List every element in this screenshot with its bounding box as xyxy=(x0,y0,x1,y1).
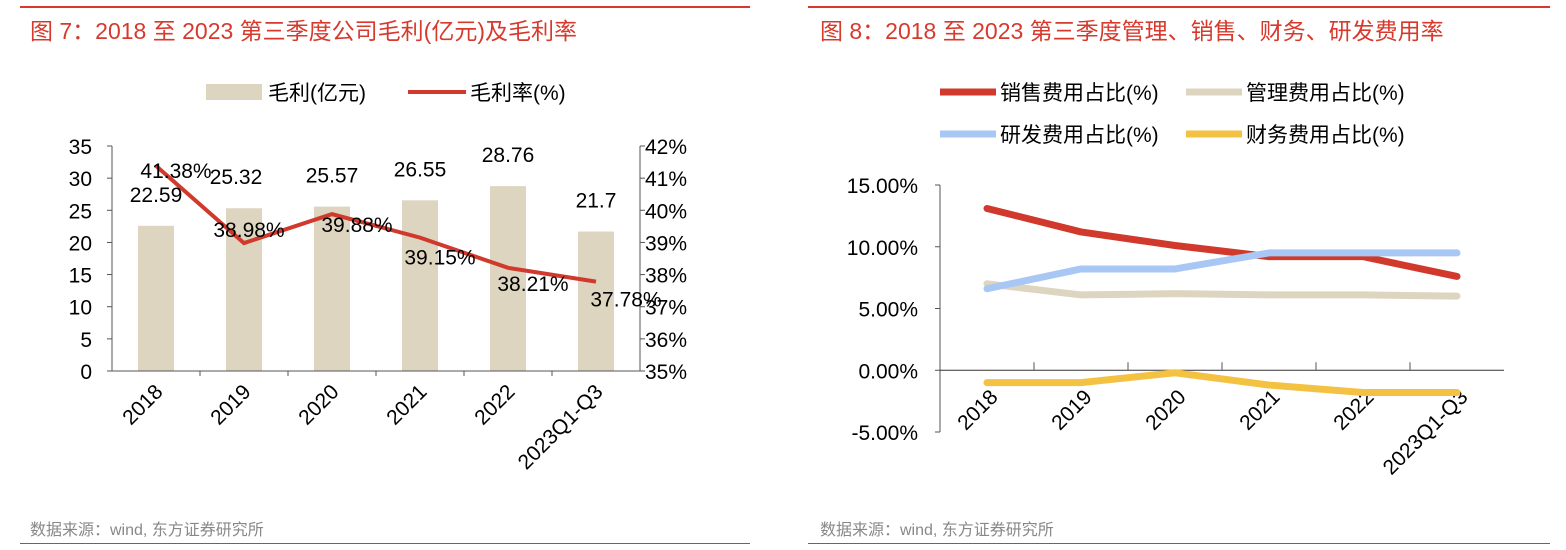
right-tick-label: 39% xyxy=(645,232,687,255)
top-rule-right xyxy=(808,6,1550,8)
series-line-0 xyxy=(983,204,1461,280)
legend-bar-swatch xyxy=(206,84,262,100)
left-tick-label: 20 xyxy=(69,232,92,255)
x-tick-label: 2018 xyxy=(953,386,1002,435)
left-tick-label: 15 xyxy=(69,265,92,288)
series-line-2 xyxy=(983,249,1461,293)
bar-2023Q1-Q3 xyxy=(578,231,614,371)
bar-data-label: 22.59 xyxy=(130,184,183,207)
series-line-1 xyxy=(983,280,1461,300)
x-tick-label: 2023Q1-Q3 xyxy=(514,380,608,474)
bar-2021 xyxy=(402,200,438,371)
bar-data-label: 26.55 xyxy=(394,158,447,181)
bar-data-label: 25.57 xyxy=(306,165,359,188)
legend-label: 研发费用占比(%) xyxy=(1000,124,1159,147)
left-tick-label: 10 xyxy=(69,297,92,320)
right-tick-label: 40% xyxy=(645,200,687,223)
x-tick-label: 2019 xyxy=(1047,386,1096,435)
bar-2022 xyxy=(490,186,526,371)
bar-data-label: 21.7 xyxy=(576,190,617,213)
right-tick-label: 42% xyxy=(645,136,687,159)
line-data-label: 38.21% xyxy=(497,273,568,296)
legend-label: 财务费用占比(%) xyxy=(1246,124,1405,147)
right-tick-label: 38% xyxy=(645,265,687,288)
chart-8-title: 图 8：2018 至 2023 第三季度管理、销售、财务、研发费用率 xyxy=(820,18,1444,44)
line-data-label: 41.38% xyxy=(140,160,211,183)
line-data-label: 39.15% xyxy=(404,247,475,270)
left-tick-label: 25 xyxy=(69,200,92,223)
x-tick-label: 2021 xyxy=(382,380,431,429)
left-tick-label: 30 xyxy=(69,168,92,191)
bar-data-label: 28.76 xyxy=(482,144,535,167)
top-rule-left xyxy=(20,6,750,8)
x-tick-label: 2019 xyxy=(206,380,255,429)
chart-7-title: 图 7：2018 至 2023 第三季度公司毛利(亿元)及毛利率 xyxy=(30,18,578,44)
right-tick-label: 41% xyxy=(645,168,687,191)
x-tick-label: 2018 xyxy=(118,380,167,429)
y-tick-label: -5.00% xyxy=(851,422,918,445)
left-tick-label: 5 xyxy=(80,329,92,352)
legend-line-label: 毛利率(%) xyxy=(470,82,566,105)
line-data-label: 38.98% xyxy=(213,219,284,242)
y-tick-label: 5.00% xyxy=(858,299,918,322)
x-tick-label: 2023Q1-Q3 xyxy=(1379,386,1473,480)
bar-data-label: 25.32 xyxy=(210,166,263,189)
y-tick-label: 10.00% xyxy=(847,237,918,260)
right-tick-label: 37% xyxy=(645,297,687,320)
x-tick-label: 2022 xyxy=(470,380,519,429)
bar-2019 xyxy=(226,208,262,371)
bar-2020 xyxy=(314,206,350,371)
legend-label: 管理费用占比(%) xyxy=(1246,82,1405,105)
x-tick-label: 2020 xyxy=(294,380,343,429)
left-tick-label: 0 xyxy=(80,361,92,384)
right-tick-label: 35% xyxy=(645,361,687,384)
y-tick-label: 0.00% xyxy=(858,360,918,383)
chart-7-source: 数据来源：wind, 东方证券研究所 xyxy=(30,522,264,539)
chart-8-source: 数据来源：wind, 东方证券研究所 xyxy=(820,522,1054,539)
y-tick-label: 15.00% xyxy=(847,175,918,198)
legend-bar-label: 毛利(亿元) xyxy=(268,82,366,105)
x-tick-label: 2021 xyxy=(1235,386,1284,435)
line-gross-margin xyxy=(154,164,597,284)
line-data-label: 39.88% xyxy=(321,214,392,237)
bar-2018 xyxy=(138,225,174,371)
series-line-3 xyxy=(983,369,1461,396)
bottom-rule-right xyxy=(808,543,1550,544)
legend-label: 销售费用占比(%) xyxy=(1000,82,1159,105)
right-tick-label: 36% xyxy=(645,329,687,352)
bottom-rule-left xyxy=(20,543,750,544)
line-data-label: 37.78% xyxy=(590,289,661,312)
x-tick-label: 2020 xyxy=(1141,386,1190,435)
left-tick-label: 35 xyxy=(69,136,92,159)
